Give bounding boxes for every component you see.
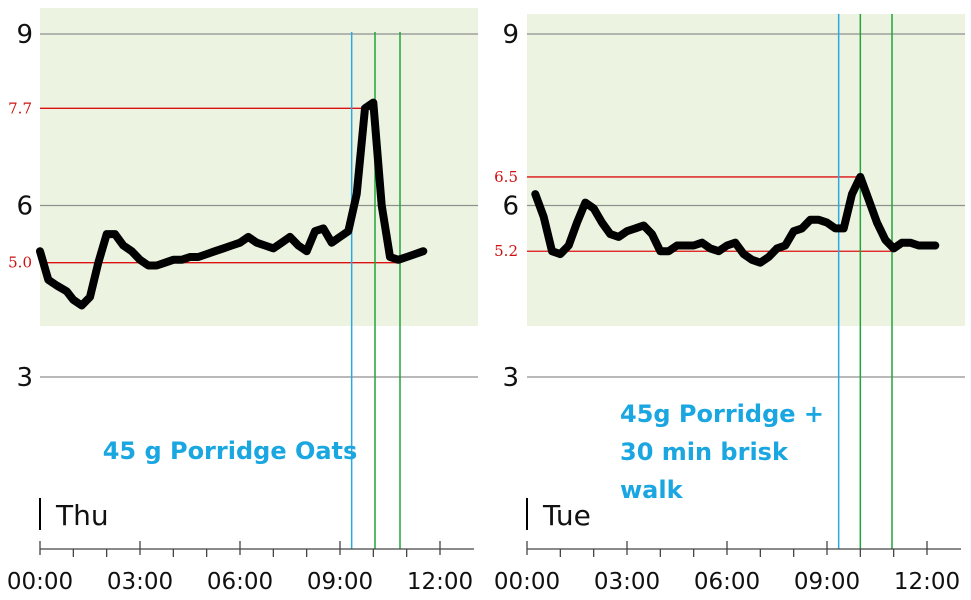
- chart-1-x-tick-label: 09:00: [307, 569, 373, 595]
- chart-2-x-tick-label: 09:00: [794, 569, 860, 595]
- chart-1-glucose-curve: [36, 98, 428, 310]
- chart-1-reference-label: 5.0: [8, 254, 32, 272]
- chart-2-glucose-curve: [531, 172, 940, 267]
- chart-2-target-band: [527, 14, 965, 326]
- chart-2-annotation-line: 30 min brisk: [620, 438, 789, 466]
- chart-2-reference-label: 5.2: [494, 242, 518, 260]
- chart-1-annotation-line: 45 g Porridge Oats: [103, 437, 358, 465]
- chart-2-reference-label: 6.5: [494, 168, 518, 186]
- chart-1-target-band: [40, 8, 478, 326]
- chart-1-day-label: Thu: [55, 499, 109, 532]
- chart-2-y-tick-label: 6: [502, 192, 519, 222]
- chart-1-y-tick-label: 9: [16, 20, 33, 50]
- chart-1-x-tick-label: 06:00: [207, 569, 273, 595]
- chart-1-x-tick-label: 03:00: [107, 569, 173, 595]
- chart-2-y-tick-label: 9: [502, 20, 519, 50]
- chart-2-annotation-line: 45g Porridge +: [620, 400, 824, 428]
- chart-1-y-tick-label: 3: [16, 363, 33, 393]
- chart-1-y-tick-label: 6: [16, 192, 33, 222]
- chart-2-annotation-line: walk: [620, 476, 684, 504]
- chart-1-x-tick-label: 00:00: [7, 569, 73, 595]
- chart-1-x-tick-label: 12:00: [407, 569, 473, 595]
- chart-2-x-tick-label: 06:00: [694, 569, 760, 595]
- chart-1-reference-label: 7.7: [8, 99, 32, 117]
- chart-2-x-tick-label: 00:00: [494, 569, 560, 595]
- chart-2-x-tick-label: 12:00: [894, 569, 960, 595]
- chart-2-x-tick-label: 03:00: [594, 569, 660, 595]
- chart-2-y-tick-label: 3: [502, 363, 519, 393]
- chart-2-day-label: Tue: [542, 499, 591, 532]
